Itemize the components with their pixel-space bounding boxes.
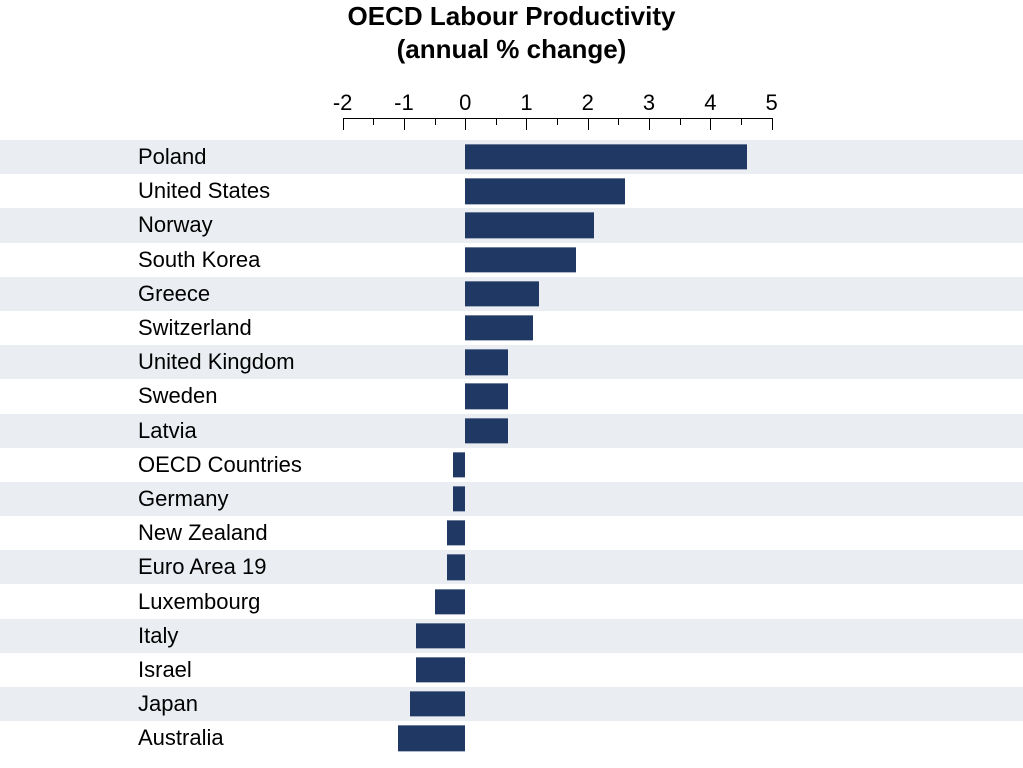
x-tick-label: 1 <box>520 90 532 116</box>
bar <box>465 418 508 443</box>
chart-row: Sweden <box>0 379 1023 413</box>
bar <box>416 623 465 648</box>
chart-rows: Poland United States Norway South Korea Gree… <box>0 140 1023 755</box>
row-label: Greece <box>138 281 210 307</box>
chart-row: Luxembourg <box>0 584 1023 618</box>
x-tick-minor <box>435 118 436 125</box>
row-label: United Kingdom <box>138 349 295 375</box>
bar <box>465 384 508 409</box>
bar <box>465 350 508 375</box>
row-label: Norway <box>138 212 213 238</box>
row-label: Switzerland <box>138 315 252 341</box>
x-tick-minor <box>496 118 497 125</box>
x-tick-label: 3 <box>643 90 655 116</box>
x-tick-label: -2 <box>333 90 353 116</box>
bar <box>465 281 539 306</box>
row-label: Israel <box>138 657 192 683</box>
row-label: Japan <box>138 691 198 717</box>
x-tick-major <box>404 118 405 130</box>
chart-row: New Zealand <box>0 516 1023 550</box>
chart-row: United Kingdom <box>0 345 1023 379</box>
chart-row: South Korea <box>0 243 1023 277</box>
row-label: Euro Area 19 <box>138 554 266 580</box>
chart-row: Israel <box>0 653 1023 687</box>
bar <box>453 486 465 511</box>
x-tick-label: 0 <box>459 90 471 116</box>
chart-row: Germany <box>0 482 1023 516</box>
x-tick-label: -1 <box>394 90 414 116</box>
x-tick-label: 2 <box>582 90 594 116</box>
x-tick-label: 4 <box>704 90 716 116</box>
bar <box>465 213 594 238</box>
bar <box>465 247 575 272</box>
bar <box>465 179 624 204</box>
row-label: Sweden <box>138 383 218 409</box>
chart-row: Greece <box>0 277 1023 311</box>
x-tick-major <box>710 118 711 130</box>
x-tick-major <box>649 118 650 130</box>
x-tick-label: 5 <box>765 90 777 116</box>
x-tick-minor <box>741 118 742 125</box>
bar <box>416 657 465 682</box>
bar <box>465 315 532 340</box>
chart-row: Australia <box>0 721 1023 755</box>
x-tick-major <box>772 118 773 130</box>
bar <box>447 521 465 546</box>
chart-row: OECD Countries <box>0 448 1023 482</box>
chart-row: Japan <box>0 687 1023 721</box>
row-label: OECD Countries <box>138 452 302 478</box>
bar <box>398 726 465 751</box>
bar <box>453 452 465 477</box>
row-label: Luxembourg <box>138 589 260 615</box>
chart-title: OECD Labour Productivity (annual % chang… <box>0 0 1023 65</box>
chart-row: Euro Area 19 <box>0 550 1023 584</box>
x-tick-major <box>588 118 589 130</box>
bar <box>435 589 466 614</box>
x-tick-minor <box>557 118 558 125</box>
chart-row: Norway <box>0 208 1023 242</box>
x-tick-major <box>465 118 466 130</box>
row-label: Latvia <box>138 418 197 444</box>
row-label: New Zealand <box>138 520 268 546</box>
row-label: Germany <box>138 486 228 512</box>
x-tick-minor <box>680 118 681 125</box>
chart-container: OECD Labour Productivity (annual % chang… <box>0 0 1023 768</box>
chart-row: United States <box>0 174 1023 208</box>
x-tick-major <box>526 118 527 130</box>
x-tick-minor <box>618 118 619 125</box>
chart-title-line2: (annual % change) <box>0 33 1023 66</box>
bar <box>447 555 465 580</box>
chart-row: Italy <box>0 619 1023 653</box>
chart-title-line1: OECD Labour Productivity <box>0 0 1023 33</box>
row-label: United States <box>138 178 270 204</box>
row-label: Poland <box>138 144 207 170</box>
chart-row: Latvia <box>0 414 1023 448</box>
row-label: Italy <box>138 623 178 649</box>
x-tick-minor <box>373 118 374 125</box>
chart-row: Switzerland <box>0 311 1023 345</box>
bar <box>465 144 747 169</box>
row-label: Australia <box>138 725 224 751</box>
bar <box>410 691 465 716</box>
chart-row: Poland <box>0 140 1023 174</box>
x-tick-major <box>343 118 344 130</box>
row-label: South Korea <box>138 247 260 273</box>
